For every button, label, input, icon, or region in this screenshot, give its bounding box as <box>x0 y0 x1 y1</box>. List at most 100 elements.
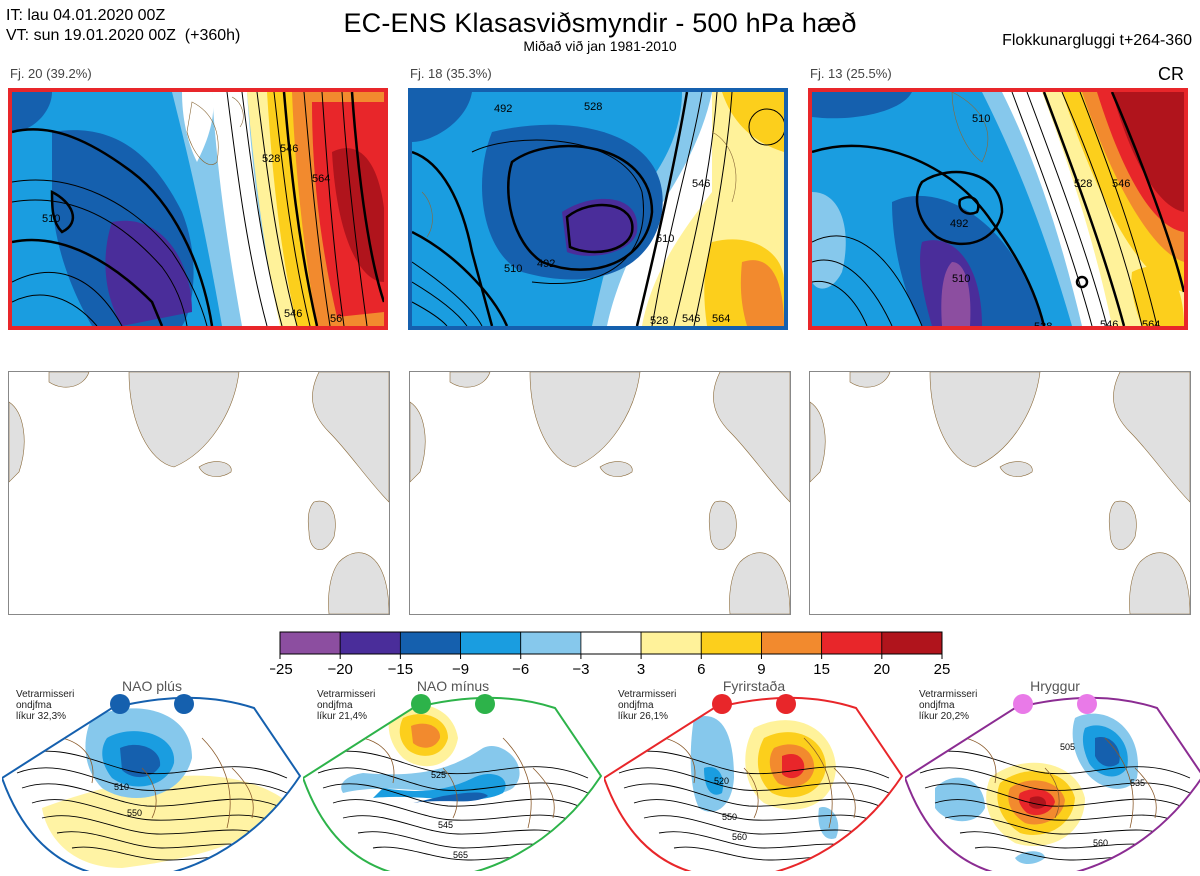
colorbar-swatch <box>399 631 461 655</box>
regime-note: Vetrarmisseri ondjfma líkur 20,2% <box>919 689 978 722</box>
regime-name: Fyrirstaða <box>722 678 786 694</box>
contour-label: 546 <box>682 313 700 325</box>
regime-note: Vetrarmisseri ondjfma líkur 21,4% <box>317 689 376 722</box>
anomaly-map-2-svg <box>410 372 790 614</box>
colorbar-tick-label: −25 <box>270 661 293 678</box>
colorbar-swatch <box>700 631 762 655</box>
regime-name: NAO plús <box>122 678 182 694</box>
colorbar-swatch <box>339 631 401 655</box>
regime-marker-left <box>411 694 431 714</box>
cluster-map-3-svg: 510 528 546 492 510 528 546 564 <box>812 92 1184 326</box>
colorbar-swatch <box>460 631 522 655</box>
colorbar-ticks: −25 −20 −15 −9 −6 −3 3 6 9 15 20 25 <box>270 654 950 678</box>
panel-2-label: Fj. 18 (35.3%) <box>410 66 492 81</box>
colorbar-tick-label: −3 <box>572 661 589 678</box>
regime-name: NAO mínus <box>416 678 490 694</box>
colorbar-swatch <box>640 631 702 655</box>
colorbar-tick-label: −9 <box>452 661 469 678</box>
regime-marker-right <box>1077 694 1097 714</box>
contour-label: 492 <box>950 218 968 230</box>
colorbar-tick-label: 20 <box>873 661 890 678</box>
contour-label: 510 <box>42 213 60 225</box>
contour-label: 528 <box>1034 321 1052 326</box>
colorbar-tick-label: −20 <box>327 661 352 678</box>
regime-contour-label: 550 <box>722 812 737 822</box>
colorbar-swatch <box>279 631 341 655</box>
regime-contour-label: 510 <box>114 782 129 792</box>
contour-label: 564 <box>712 313 730 325</box>
colorbar-swatch <box>761 631 823 655</box>
regime-marker-left <box>1013 694 1033 714</box>
anomaly-map-3-svg <box>810 372 1190 614</box>
colorbar-swatch <box>520 631 582 655</box>
regime-note: Vetrarmisseri ondjfma líkur 32,3% <box>16 689 75 722</box>
contour-label: 510 <box>504 263 522 275</box>
colorbar-swatch <box>821 631 883 655</box>
contour-label: 546 <box>1100 319 1118 326</box>
regime-marker-right <box>776 694 796 714</box>
page-subtitle: Miðað við jan 1981-2010 <box>523 38 677 54</box>
colorbar-swatch <box>881 631 943 655</box>
contour-label: 546 <box>284 308 302 320</box>
contour-label: 510 <box>952 273 970 285</box>
panel-1-label: Fj. 20 (39.2%) <box>10 66 92 81</box>
regime-name: Hryggur <box>1030 678 1080 694</box>
header-info: IT: lau 04.01.2020 00Z VT: sun 19.01.2020… <box>6 6 240 46</box>
regime-marker-left <box>110 694 130 714</box>
contour-label: 546 <box>692 178 710 190</box>
regime-contour-label: 560 <box>732 832 747 842</box>
colorbar-tick-label: 25 <box>934 661 951 678</box>
contour-label: 528 <box>584 101 602 113</box>
colorbar-tick-label: 15 <box>813 661 830 678</box>
regime-contour-label: 520 <box>714 776 729 786</box>
colorbar-frame <box>279 631 943 655</box>
panel-3-label: Fj. 13 (25.5%) <box>810 66 892 81</box>
regime-contour-label: 560 <box>1093 838 1108 848</box>
cluster-map-1: 510 528 546 564 546 56 <box>8 88 388 330</box>
contour-label: 528 <box>1074 178 1092 190</box>
anomaly-map-1-svg <box>9 372 389 614</box>
page-title: EC-ENS Klasasviðsmyndir - 500 hPa hæð <box>343 8 857 38</box>
regime-note: Vetrarmisseri ondjfma líkur 26,1% <box>618 689 677 722</box>
contour-label: 510 <box>656 233 674 245</box>
colorbar-tick-label: −6 <box>512 661 529 678</box>
colorbar-tick-label: −15 <box>388 661 413 678</box>
cluster-map-2: 492 528 546 510 492 510 528 546 564 <box>408 88 788 330</box>
regime-fan-map: 525 545 565 <box>301 694 603 876</box>
regime-fan-map: 520 550 560 <box>602 694 904 876</box>
anomaly-map-1 <box>8 371 390 615</box>
contour-label: 56 <box>330 313 342 325</box>
regime-code: CR <box>1158 64 1184 84</box>
regime-panel: 525 545 565 NAO mínus Vetrarmisseri ondjfma… <box>301 678 603 876</box>
contour-label: 492 <box>537 258 555 270</box>
regime-marker-right <box>475 694 495 714</box>
contour-label: 564 <box>312 173 330 185</box>
cluster-map-2-svg: 492 528 546 510 492 510 528 546 564 <box>412 92 784 326</box>
contour-label: 528 <box>262 153 280 165</box>
colorbar-swatch <box>580 631 642 655</box>
regime-fan-map: 510 550 <box>0 694 302 876</box>
contour-label: 510 <box>972 113 990 125</box>
regime-contour-label: 525 <box>431 770 446 780</box>
contour-label: 492 <box>494 103 512 115</box>
regime-panel: 505 535 560 Hryggur Vetrarmisseri ondjfma lí… <box>903 678 1200 876</box>
anomaly-map-2 <box>409 371 791 615</box>
initial-time: IT: lau 04.01.2020 00Z <box>6 7 166 24</box>
contour-label: 546 <box>280 143 298 155</box>
regime-contour-label: 565 <box>453 850 468 860</box>
regime-marker-right <box>174 694 194 714</box>
colorbar: −25 −20 −15 −9 −6 −3 3 6 9 15 20 25 <box>270 631 950 678</box>
regime-contour-label: 505 <box>1060 742 1075 752</box>
contour-label: 546 <box>1112 178 1130 190</box>
cluster-map-3: 510 528 546 492 510 528 546 564 <box>808 88 1188 330</box>
regime-fan-map: 505 535 560 <box>903 694 1200 876</box>
contour-label: 528 <box>650 315 668 326</box>
anomaly-map-3 <box>809 371 1191 615</box>
regime-contour-label: 545 <box>438 820 453 830</box>
regime-panel: 510 550 NAO plús Vetrarmisseri ondjfma líku… <box>0 678 302 876</box>
colorbar-tick-label: 9 <box>757 661 765 678</box>
cluster-map-1-svg: 510 528 546 564 546 56 <box>12 92 384 326</box>
regime-marker-left <box>712 694 732 714</box>
colorbar-tick-label: 3 <box>637 661 645 678</box>
regime-panel: 520 550 560 Fyrirstaða Vetrarmisseri ondjfm… <box>602 678 904 876</box>
